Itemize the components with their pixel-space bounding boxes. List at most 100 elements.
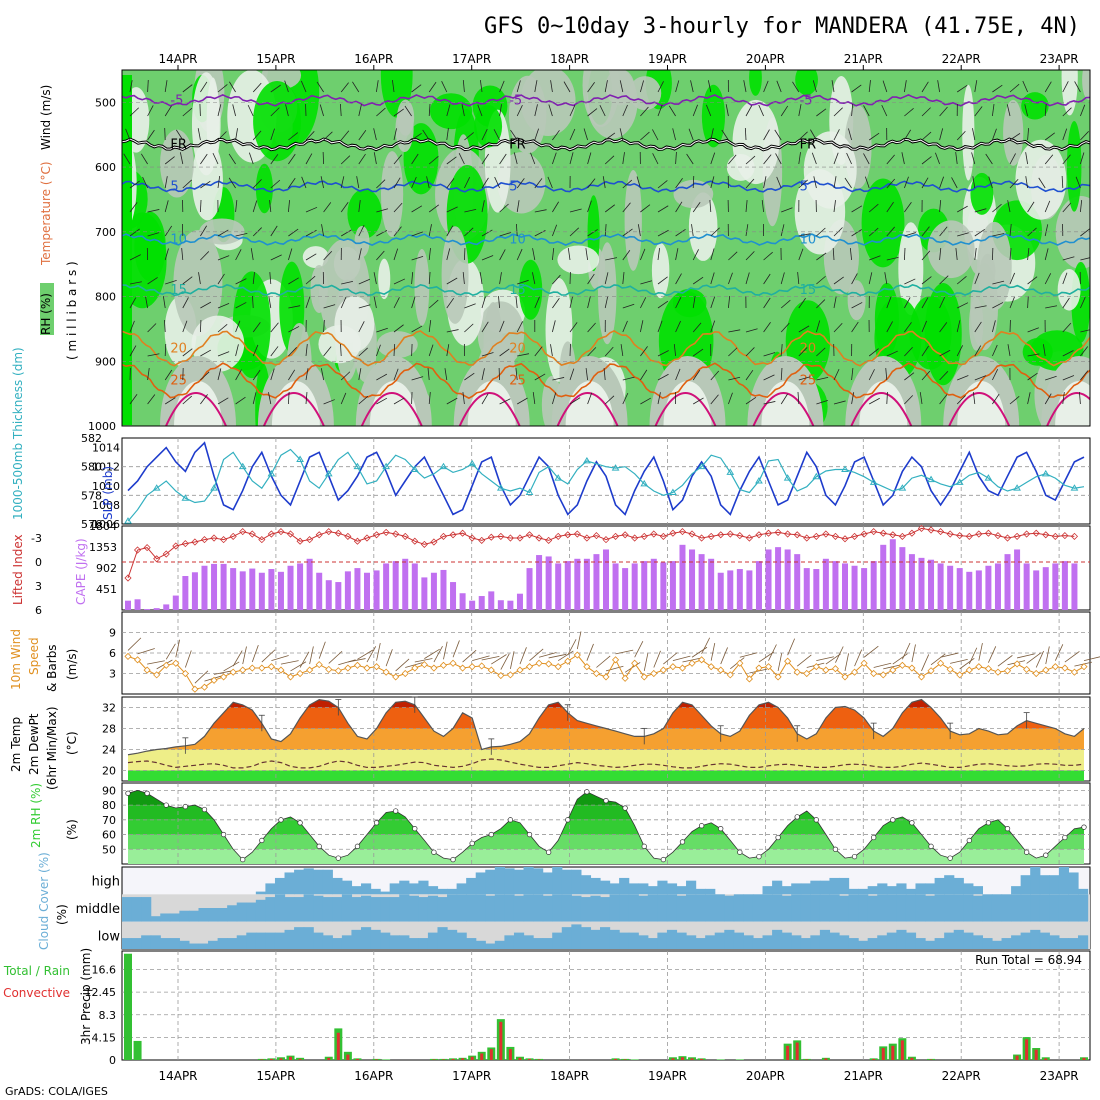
wind10m-point bbox=[516, 666, 524, 674]
cape-bar bbox=[411, 563, 418, 610]
wind10m-point bbox=[162, 661, 170, 669]
wind-barb bbox=[745, 396, 757, 405]
wind10m-barb bbox=[213, 670, 232, 675]
wind-barb bbox=[1044, 81, 1052, 93]
cloud-bar-high bbox=[284, 872, 295, 895]
wind-barb bbox=[129, 107, 140, 117]
cape-bar bbox=[211, 563, 218, 610]
wind-barb bbox=[477, 104, 483, 117]
wind-barb bbox=[235, 249, 242, 261]
wind-barb bbox=[164, 127, 166, 141]
wind-barb bbox=[428, 299, 439, 309]
wind-barb bbox=[198, 272, 201, 285]
lifted-point bbox=[248, 530, 256, 538]
cape-bar bbox=[947, 565, 954, 610]
wind-barb bbox=[1080, 370, 1089, 381]
cloud-bar-high bbox=[1058, 867, 1070, 895]
cloud-bar-middle bbox=[915, 894, 926, 922]
wind10m-point bbox=[841, 673, 849, 681]
wind-barb bbox=[622, 320, 628, 333]
cloud-bar-middle bbox=[351, 897, 362, 922]
wind-barb bbox=[569, 397, 581, 405]
cloud-bar-high bbox=[963, 883, 974, 895]
wind10m-point bbox=[793, 668, 801, 676]
wind-barb bbox=[904, 107, 914, 117]
wind-barb bbox=[851, 205, 863, 213]
wind-barb bbox=[780, 299, 791, 309]
thickness-point bbox=[869, 478, 878, 485]
wind-barb bbox=[868, 272, 873, 285]
wind-barb bbox=[305, 296, 311, 309]
cape-bar bbox=[1061, 561, 1068, 610]
cloud-bar-low bbox=[1020, 932, 1031, 949]
rh2m-point bbox=[584, 789, 590, 795]
rh-patch bbox=[347, 188, 382, 239]
pressure-tick-label: 1000 bbox=[88, 420, 116, 433]
cape-bar bbox=[1052, 563, 1059, 610]
wind10m-point bbox=[525, 663, 534, 671]
wind-barb bbox=[270, 179, 281, 189]
wind-barb bbox=[288, 177, 296, 189]
cape-bar bbox=[918, 557, 925, 610]
cloud-bar-low bbox=[399, 935, 410, 949]
precip-tick: 4.15 bbox=[92, 1031, 117, 1044]
wind-barb bbox=[640, 280, 653, 285]
rh2m-point bbox=[297, 820, 303, 826]
cloud-bar-low bbox=[418, 938, 429, 949]
wind-barb bbox=[550, 80, 553, 93]
wind10m-point bbox=[707, 663, 715, 671]
cloud-bar-low bbox=[351, 929, 362, 949]
wind-barb bbox=[780, 322, 790, 333]
wind-barb bbox=[640, 106, 649, 117]
cape-bar bbox=[526, 568, 533, 610]
cloud-bar-low bbox=[169, 938, 180, 949]
wind-barb bbox=[228, 153, 236, 165]
wind-barb bbox=[182, 84, 193, 93]
wind10m-barb bbox=[978, 642, 983, 661]
lifted-index-label: Lifted Index bbox=[11, 534, 25, 605]
wind-barb bbox=[129, 281, 142, 285]
wind-barb bbox=[288, 369, 296, 381]
isotherm-30 bbox=[556, 392, 619, 426]
wind-barb bbox=[269, 272, 272, 285]
isotherm-fr-core bbox=[122, 138, 1090, 151]
lifted-point bbox=[984, 529, 992, 537]
wind-barb bbox=[411, 153, 419, 165]
cape-bar bbox=[736, 569, 743, 610]
isotherm-label: -5 bbox=[800, 93, 813, 108]
cape-bar bbox=[268, 569, 275, 610]
wind-barb bbox=[235, 232, 248, 237]
cape-bar bbox=[679, 544, 686, 610]
wind-barb bbox=[147, 323, 157, 333]
wind-barb bbox=[323, 131, 333, 141]
wind-barb bbox=[707, 80, 712, 93]
cloud-bar-middle bbox=[504, 894, 515, 922]
wind-barb bbox=[728, 376, 741, 381]
thickness-point bbox=[181, 494, 190, 501]
wind-barb bbox=[988, 176, 993, 189]
rh-patch bbox=[970, 172, 994, 215]
wind10m-barb bbox=[1045, 646, 1050, 665]
rh2m-point bbox=[1043, 852, 1049, 858]
wind-barb bbox=[164, 369, 173, 381]
wind10m-point bbox=[382, 668, 390, 676]
wind-barb bbox=[481, 200, 485, 213]
cloud-bar-middle bbox=[418, 897, 429, 922]
wind-barb bbox=[956, 130, 966, 141]
thickness-point bbox=[525, 488, 534, 495]
wind-barb bbox=[692, 249, 699, 261]
cloud-bar-low bbox=[1001, 938, 1012, 949]
lifted-point bbox=[745, 534, 753, 542]
lifted-point bbox=[793, 531, 801, 539]
rh2m-point bbox=[335, 855, 341, 861]
wind-barb bbox=[235, 369, 242, 381]
wind-barb bbox=[833, 129, 840, 141]
cape-bar bbox=[870, 561, 877, 610]
wind-barb bbox=[587, 273, 595, 285]
wind-barb bbox=[147, 232, 160, 237]
lifted-point bbox=[688, 530, 696, 538]
cloud-bar-high bbox=[580, 875, 592, 895]
wind-barb bbox=[1062, 375, 1075, 381]
wind10m-barb bbox=[366, 646, 377, 663]
wind-barb bbox=[235, 128, 238, 141]
